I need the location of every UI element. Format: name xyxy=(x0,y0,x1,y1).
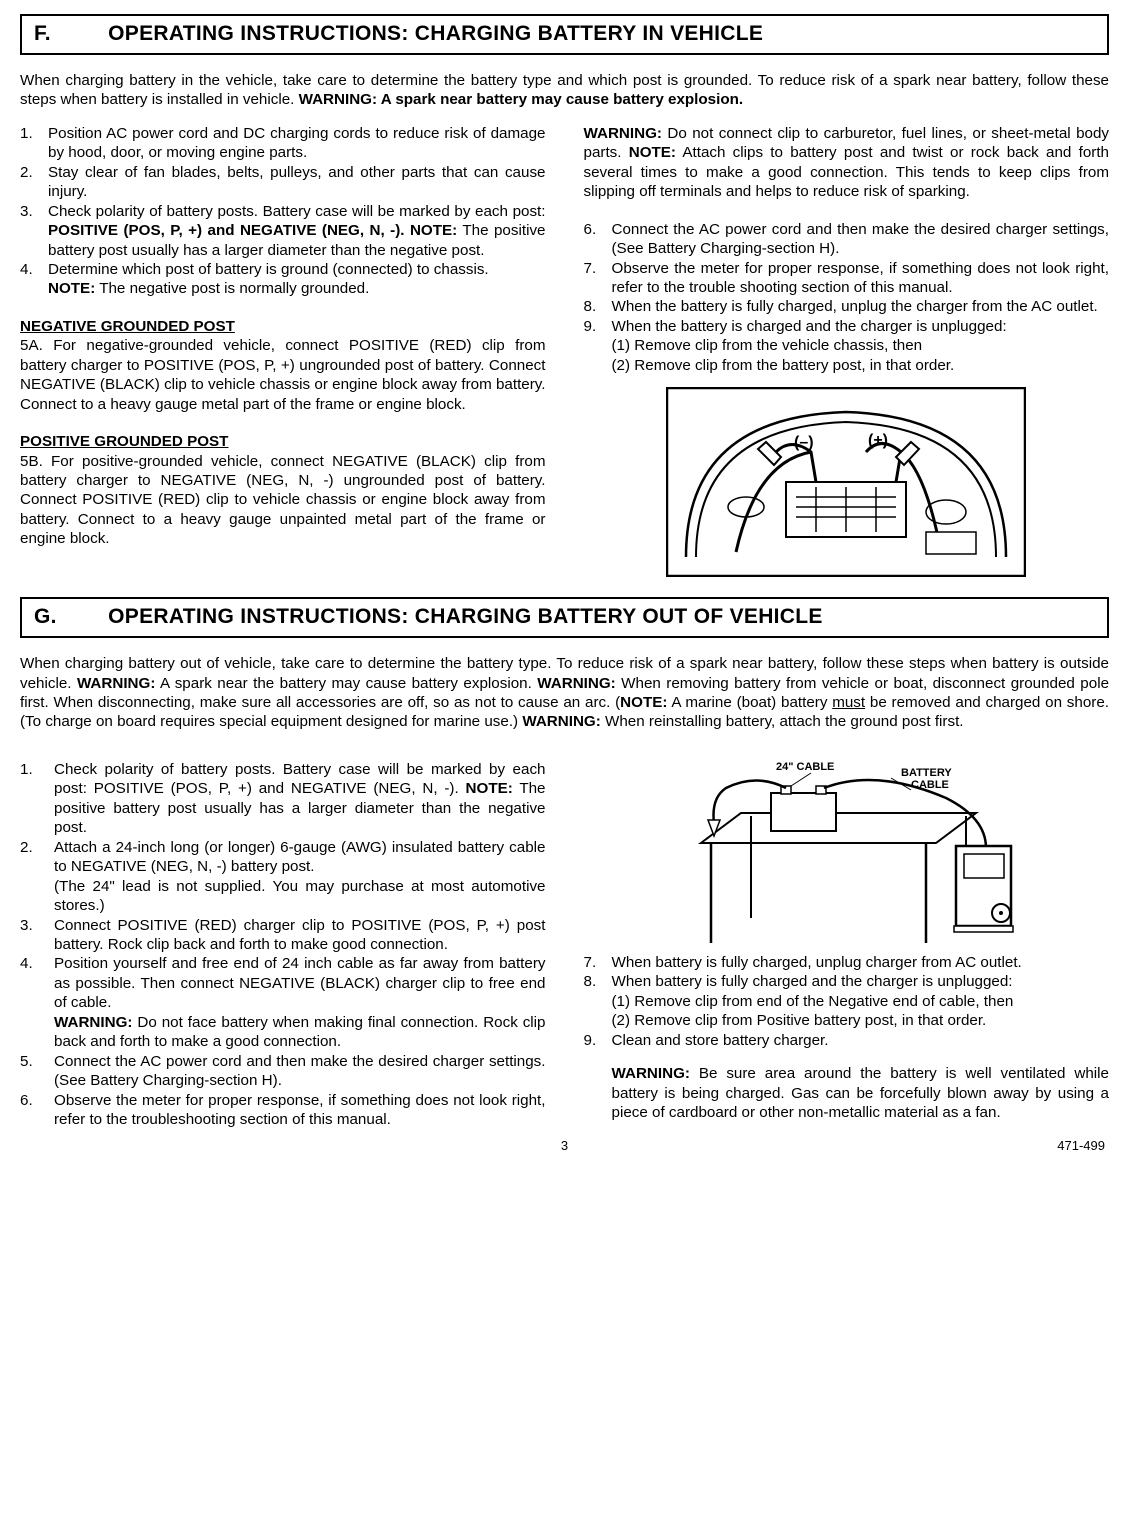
doc-code: 471-499 xyxy=(1025,1138,1105,1155)
section-f-letter: F. xyxy=(34,21,102,48)
pos-label: (+) xyxy=(868,432,888,449)
list-f-right: 6.Connect the AC power cord and then mak… xyxy=(584,220,1110,376)
final-warning: WARNING: Be sure area around the battery… xyxy=(584,1064,1110,1122)
pos-grounded-body: 5B. For positive-grounded vehicle, conne… xyxy=(20,452,546,549)
li-text: Connect the AC power cord and then make … xyxy=(612,220,1110,259)
list-item: 8.When the battery is fully charged, unp… xyxy=(584,297,1110,316)
list-f-left: 1.Position AC power cord and DC charging… xyxy=(20,124,546,299)
section-g-left-col: 1.Check polarity of battery posts. Batte… xyxy=(20,746,546,1130)
pos-grounded-head: POSITIVE GROUNDED POST xyxy=(20,432,546,451)
list-item: 1.Position AC power cord and DC charging… xyxy=(20,124,546,163)
section-g-intro: When charging battery out of vehicle, ta… xyxy=(20,654,1109,732)
li-text: Connect the AC power cord and then make … xyxy=(54,1052,546,1091)
list-item: 4.Determine which post of battery is gro… xyxy=(20,260,546,299)
section-g-right-col: 24" CABLE BATTERY CABLE xyxy=(584,746,1110,1130)
list-item: 3.Connect POSITIVE (RED) charger clip to… xyxy=(20,916,546,955)
list-item: 1.Check polarity of battery posts. Batte… xyxy=(20,760,546,838)
li-text: Position AC power cord and DC charging c… xyxy=(48,124,546,163)
page-footer: 3 471-499 xyxy=(20,1138,1109,1155)
list-item: 6.Connect the AC power cord and then mak… xyxy=(584,220,1110,259)
page-number: 3 xyxy=(104,1138,1025,1155)
table-battery-figure: 24" CABLE BATTERY CABLE xyxy=(584,758,1110,953)
section-f-header: F. OPERATING INSTRUCTIONS: CHARGING BATT… xyxy=(20,14,1109,55)
warning-note: WARNING: Do not connect clip to carburet… xyxy=(584,124,1110,202)
li-text: Observe the meter for proper response, i… xyxy=(612,259,1110,298)
li-text: Check polarity of battery posts. Battery… xyxy=(48,202,546,260)
batcable-label2: CABLE xyxy=(911,779,949,791)
neg-label: (–) xyxy=(794,434,814,451)
li-text: Determine which post of battery is groun… xyxy=(48,260,546,299)
engine-diagram-icon: (–) (+) xyxy=(666,387,1026,577)
section-g-title: OPERATING INSTRUCTIONS: CHARGING BATTERY… xyxy=(108,605,823,628)
list-item: 9.Clean and store battery charger. xyxy=(584,1031,1110,1050)
engine-bay-figure: (–) (+) xyxy=(584,387,1110,577)
list-g-right: 7.When battery is fully charged, unplug … xyxy=(584,953,1110,1050)
list-item: 6.Observe the meter for proper response,… xyxy=(20,1091,546,1130)
li-text: When the battery is charged and the char… xyxy=(612,317,1110,375)
li-text: Clean and store battery charger. xyxy=(612,1031,1110,1050)
li-text: Position yourself and free end of 24 inc… xyxy=(54,954,546,1051)
section-g-letter: G. xyxy=(34,604,102,631)
li-text: Connect POSITIVE (RED) charger clip to P… xyxy=(54,916,546,955)
neg-grounded-head: NEGATIVE GROUNDED POST xyxy=(20,317,546,336)
section-f-intro: When charging battery in the vehicle, ta… xyxy=(20,71,1109,110)
list-item: 9.When the battery is charged and the ch… xyxy=(584,317,1110,375)
list-item: 2.Stay clear of fan blades, belts, pulle… xyxy=(20,163,546,202)
list-item: 5.Connect the AC power cord and then mak… xyxy=(20,1052,546,1091)
section-f-right-col: WARNING: Do not connect clip to carburet… xyxy=(584,124,1110,577)
li-text: When battery is fully charged, unplug ch… xyxy=(612,953,1110,972)
section-f-title: OPERATING INSTRUCTIONS: CHARGING BATTERY… xyxy=(108,22,763,45)
section-f-columns: 1.Position AC power cord and DC charging… xyxy=(20,124,1109,577)
list-g-left: 1.Check polarity of battery posts. Batte… xyxy=(20,760,546,1130)
neg-grounded-body: 5A. For negative-grounded vehicle, conne… xyxy=(20,336,546,414)
section-g-columns: 1.Check polarity of battery posts. Batte… xyxy=(20,746,1109,1130)
li-text: Stay clear of fan blades, belts, pulleys… xyxy=(48,163,546,202)
intro-warning: WARNING: A spark near battery may cause … xyxy=(299,91,744,108)
li-text: Attach a 24-inch long (or longer) 6-gaug… xyxy=(54,838,546,916)
list-item: 4.Position yourself and free end of 24 i… xyxy=(20,954,546,1051)
li-text: Check polarity of battery posts. Battery… xyxy=(54,760,546,838)
list-item: 3.Check polarity of battery posts. Batte… xyxy=(20,202,546,260)
list-item: 7.When battery is fully charged, unplug … xyxy=(584,953,1110,972)
cable24-label: 24" CABLE xyxy=(776,761,834,773)
list-item: 7.Observe the meter for proper response,… xyxy=(584,259,1110,298)
list-item: 2.Attach a 24-inch long (or longer) 6-ga… xyxy=(20,838,546,916)
section-g-header: G. OPERATING INSTRUCTIONS: CHARGING BATT… xyxy=(20,597,1109,638)
list-item: 8.When battery is fully charged and the … xyxy=(584,972,1110,1030)
li-text: When battery is fully charged and the ch… xyxy=(612,972,1110,1030)
section-f-left-col: 1.Position AC power cord and DC charging… xyxy=(20,124,546,577)
li-text: Observe the meter for proper response, i… xyxy=(54,1091,546,1130)
batcable-label1: BATTERY xyxy=(901,767,952,779)
li-text: When the battery is fully charged, unplu… xyxy=(612,297,1110,316)
table-diagram-icon: 24" CABLE BATTERY CABLE xyxy=(656,758,1036,953)
